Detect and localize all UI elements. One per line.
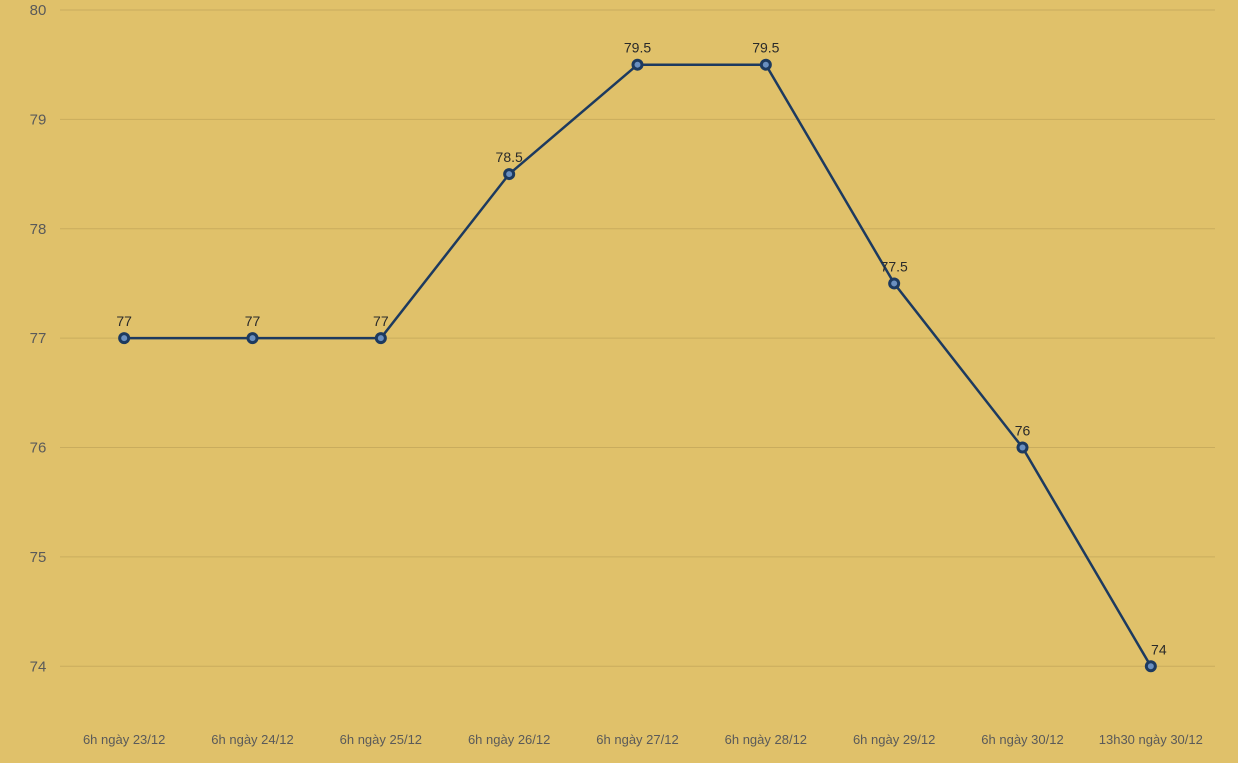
y-axis-label: 79 xyxy=(30,111,47,128)
x-axis-label: 6h ngày 30/12 xyxy=(981,732,1063,747)
value-label: 79.5 xyxy=(624,40,651,56)
x-axis-label: 13h30 ngày 30/12 xyxy=(1099,732,1203,747)
y-axis-label: 80 xyxy=(30,2,47,19)
data-point-inner xyxy=(121,335,127,341)
data-point-inner xyxy=(378,335,384,341)
x-axis-label: 6h ngày 23/12 xyxy=(83,732,165,747)
data-point-inner xyxy=(1148,663,1154,669)
y-axis-label: 76 xyxy=(30,440,47,457)
data-point-inner xyxy=(250,335,256,341)
x-axis-label: 6h ngày 28/12 xyxy=(725,732,807,747)
value-label: 79.5 xyxy=(752,40,779,56)
data-point-inner xyxy=(891,280,897,286)
line-chart: 74 75 76 77 78 79 80 6h ngày 23/12 6h ngày 24/12… xyxy=(0,0,1238,763)
data-point-inner xyxy=(506,171,512,177)
chart-background xyxy=(0,0,1238,763)
data-point-inner xyxy=(1020,445,1026,451)
y-axis-label: 75 xyxy=(30,549,47,566)
value-label: 78.5 xyxy=(496,149,523,165)
value-label: 77.5 xyxy=(881,258,908,274)
y-axis-label: 78 xyxy=(30,221,47,238)
value-label: 77 xyxy=(116,313,132,329)
y-axis-label: 74 xyxy=(30,658,47,675)
x-axis-label: 6h ngày 25/12 xyxy=(340,732,422,747)
x-axis-label: 6h ngày 24/12 xyxy=(211,732,293,747)
value-label: 77 xyxy=(245,313,261,329)
value-label: 76 xyxy=(1015,423,1031,439)
data-point-inner xyxy=(635,62,641,68)
x-axis-label: 6h ngày 27/12 xyxy=(596,732,678,747)
value-label: 74 xyxy=(1151,641,1167,657)
x-axis-label: 6h ngày 29/12 xyxy=(853,732,935,747)
y-axis-label: 77 xyxy=(30,330,47,347)
data-point-inner xyxy=(763,62,769,68)
x-axis-label: 6h ngày 26/12 xyxy=(468,732,550,747)
value-label: 77 xyxy=(373,313,389,329)
